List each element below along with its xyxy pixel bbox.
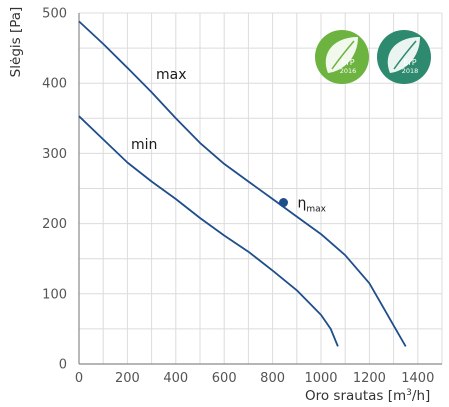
x-tick-label: 0 — [75, 371, 83, 386]
y-tick-label: 500 — [42, 7, 67, 22]
badge-label: ErP — [341, 58, 354, 67]
badge-year: 2018 — [402, 67, 419, 75]
x-tick-label: 1000 — [304, 371, 337, 386]
series-line-min — [78, 115, 339, 347]
y-tick-label: 300 — [42, 147, 67, 162]
annotations: ηmax — [278, 196, 327, 215]
grid — [79, 12, 443, 364]
series-line-max — [78, 20, 407, 347]
y-axis-label: Slėgis [Pa] — [8, 7, 24, 78]
efficiency-label: ηmax — [297, 196, 326, 215]
axes — [78, 13, 442, 365]
leaf-vein-icon — [331, 40, 355, 70]
badge-label: ErP — [403, 58, 416, 67]
series-label-min: min — [131, 137, 157, 153]
x-axis-label: Oro srautas [m3/h] — [305, 388, 430, 404]
leaf-vein-icon — [393, 40, 417, 70]
y-tick-label: 100 — [42, 287, 67, 302]
x-tick-label: 400 — [163, 371, 188, 386]
x-tick-label: 200 — [115, 371, 140, 386]
y-tick-label: 200 — [42, 217, 67, 232]
badge-year: 2016 — [340, 67, 357, 75]
tick-labels: 0 200 400 600 800 1000 1200 1400 0 100 200 300 400 50… — [42, 7, 434, 387]
series-label-max: max — [156, 67, 187, 83]
y-tick-label: 0 — [59, 358, 67, 373]
series-lines — [78, 20, 407, 347]
y-tick-label: 400 — [42, 77, 67, 92]
x-tick-label: 800 — [260, 371, 285, 386]
x-tick-label: 1400 — [401, 371, 434, 386]
efficiency-point — [278, 198, 288, 208]
x-tick-label: 1200 — [353, 371, 386, 386]
x-tick-label: 600 — [212, 371, 237, 386]
series-labels: max min — [131, 67, 187, 153]
